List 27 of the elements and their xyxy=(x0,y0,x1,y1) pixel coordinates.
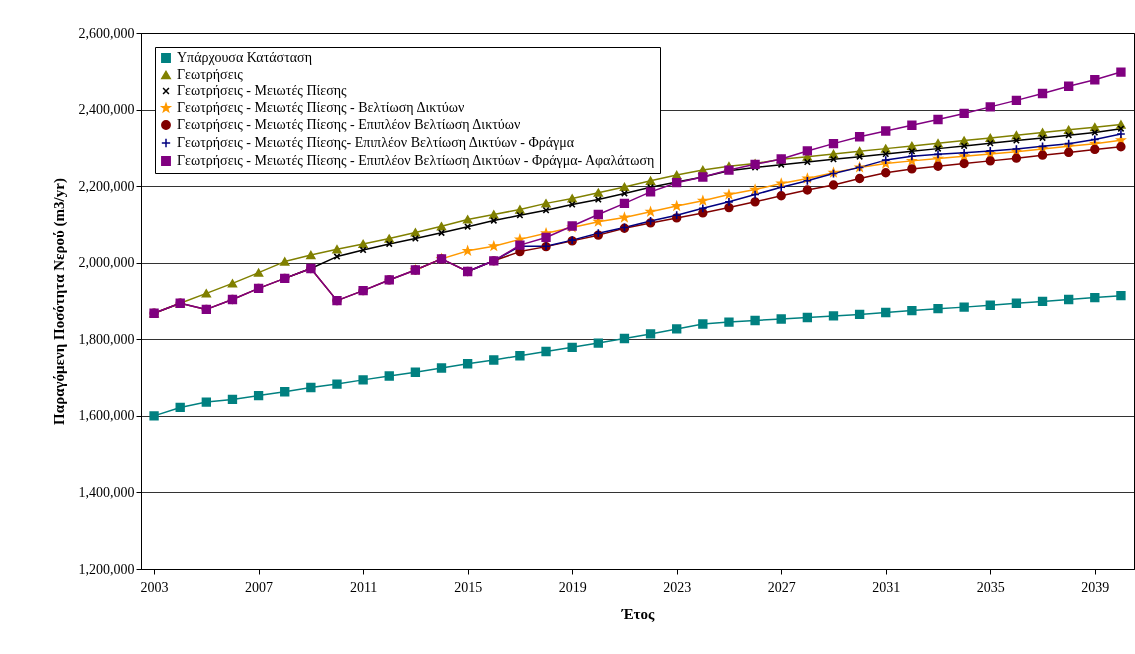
legend-label: Γεωτρήσεις - Μειωτές Πίεσης - Επιπλέον Βελτίωση Δικτύων xyxy=(177,117,521,132)
y-axis-title: Παραγόμενη Ποσότητα Νερού (m3/yr) xyxy=(50,178,68,425)
x-tick-label: 2007 xyxy=(245,579,274,595)
x-tick-label: 2035 xyxy=(976,579,1005,595)
y-tick-label: 2,000,000 xyxy=(78,255,135,271)
y-tick-label: 2,200,000 xyxy=(78,178,135,194)
legend-label: Γεωτρήσεις - Μειωτές Πίεσης - Επιπλέον Βελτίωση Δικτύων - Φράγμα- Αφαλάτωση xyxy=(177,153,655,168)
x-tick-label: 2039 xyxy=(1081,579,1110,595)
legend-label: Γεωτρήσεις - Μειωτές Πίεσης- Επιπλέον Βελτίωση Δικτύων - Φράγμα xyxy=(177,135,575,150)
y-tick-label: 1,200,000 xyxy=(78,561,135,577)
y-tick-label: 2,600,000 xyxy=(78,25,135,41)
legend-label: Γεωτρήσεις - Μειωτές Πίεσης xyxy=(177,83,347,98)
x-tick-label: 2023 xyxy=(663,579,692,595)
x-tick-label: 2019 xyxy=(558,579,587,595)
x-tick-label: 2015 xyxy=(454,579,483,595)
x-axis-title: Έτος xyxy=(620,605,656,622)
legend-label: Γεωτρήσεις xyxy=(177,67,244,82)
x-tick-label: 2003 xyxy=(140,579,169,595)
y-tick-label: 1,800,000 xyxy=(78,331,135,347)
legend-label: Υπάρχουσα Κατάσταση xyxy=(177,50,312,65)
x-tick-label: 2031 xyxy=(872,579,901,595)
x-tick-label: 2011 xyxy=(349,579,378,595)
y-tick-label: 1,600,000 xyxy=(78,408,135,424)
y-tick-label: 2,400,000 xyxy=(78,102,135,118)
legend-label: Γεωτρήσεις - Μειωτές Πίεσης - Βελτίωση Δικτύων xyxy=(177,100,465,115)
x-tick-label: 2027 xyxy=(767,579,796,595)
y-tick-label: 1,400,000 xyxy=(78,484,135,500)
